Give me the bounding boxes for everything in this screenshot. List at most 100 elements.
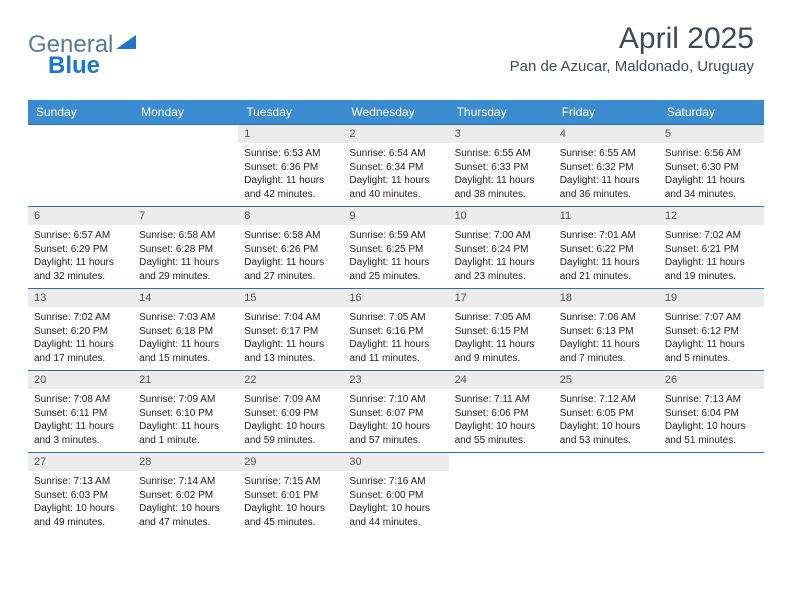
day-info: Sunrise: 7:13 AMSunset: 6:04 PMDaylight:… [659,389,764,451]
header: April 2025 Pan de Azucar, Maldonado, Uru… [510,22,754,75]
sunset-line: Sunset: 6:07 PM [349,408,423,419]
day-cell: 22Sunrise: 7:09 AMSunset: 6:09 PMDayligh… [238,370,343,452]
day-number: 9 [343,206,448,225]
daylight-line: Daylight: 11 hours and 36 minutes. [560,175,640,200]
day-cell: 10Sunrise: 7:00 AMSunset: 6:24 PMDayligh… [449,206,554,288]
day-cell: 14Sunrise: 7:03 AMSunset: 6:18 PMDayligh… [133,288,238,370]
daylight-line: Daylight: 11 hours and 27 minutes. [244,257,324,282]
calendar-row: 6Sunrise: 6:57 AMSunset: 6:29 PMDaylight… [28,206,764,288]
sunset-line: Sunset: 6:18 PM [139,326,213,337]
day-info: Sunrise: 6:59 AM Sunset: 6:25 PM Daylight:… [343,225,448,287]
sunrise-line: Sunrise: 7:05 AM [349,312,425,323]
sunrise-line: Sunrise: 7:14 AM [139,476,215,487]
sunrise-line: Sunrise: 7:13 AM [34,476,110,487]
day-info: Sunrise: 7:02 AMSunset: 6:20 PMDaylight:… [28,307,133,369]
daylight-line: Daylight: 11 hours and 7 minutes. [560,339,640,364]
day-info: Sunrise: 6:58 AMSunset: 6:28 PMDaylight:… [133,225,238,287]
sunset-line: Sunset: 6:02 PM [139,490,213,501]
logo-text-2: Blue [48,52,100,79]
day-cell: 28Sunrise: 7:14 AMSunset: 6:02 PMDayligh… [133,452,238,534]
sunrise-line: Sunrise: 7:09 AM [244,394,320,405]
sunrise-line: Sunrise: 7:08 AM [34,394,110,405]
day-number: 13 [28,288,133,307]
day-info: Sunrise: 7:09 AMSunset: 6:09 PMDaylight:… [238,389,343,451]
day-number [449,452,554,471]
sunrise-line: Sunrise: 7:12 AM [560,394,636,405]
day-cell: 13Sunrise: 7:02 AMSunset: 6:20 PMDayligh… [28,288,133,370]
column-header: Saturday [659,100,764,124]
sunset-line: Sunset: 6:03 PM [34,490,108,501]
day-number: 7 [133,206,238,225]
day-info: Sunrise: 7:10 AMSunset: 6:07 PMDaylight:… [343,389,448,451]
day-cell: 1Sunrise: 6:53 AMSunset: 6:36 PMDaylight… [238,124,343,206]
sunset-line: Sunset: 6:30 PM [665,162,739,173]
day-number: 6 [28,206,133,225]
day-info: Sunrise: 6:55 AMSunset: 6:32 PMDaylight:… [554,143,659,205]
sunset-line: Sunset: 6:20 PM [34,326,108,337]
day-number [133,124,238,143]
sunrise-line: Sunrise: 6:58 AM [244,230,320,241]
day-number [554,452,659,471]
day-number: 22 [238,370,343,389]
sunrise-line: Sunrise: 6:54 AM [349,148,425,159]
daylight-line: Daylight: 11 hours and 25 minutes. [349,257,429,282]
day-number: 10 [449,206,554,225]
daylight-line: Daylight: 11 hours and 34 minutes. [665,175,745,200]
sunset-line: Sunset: 6:29 PM [34,244,108,255]
sunrise-line: Sunrise: 6:56 AM [665,148,741,159]
sunset-line: Sunset: 6:28 PM [139,244,213,255]
day-cell: 21Sunrise: 7:09 AMSunset: 6:10 PMDayligh… [133,370,238,452]
sunrise-line: Sunrise: 6:53 AM [244,148,320,159]
daylight-line: Daylight: 10 hours and 59 minutes. [244,421,325,446]
sunrise-line: Sunrise: 7:11 AM [455,394,530,405]
sunrise-line: Sunrise: 6:59 AM [349,230,425,241]
day-number: 1 [238,124,343,143]
empty-cell [133,124,238,206]
day-number: 2 [343,124,448,143]
daylight-line: Daylight: 10 hours and 44 minutes. [349,503,430,528]
sunrise-line: Sunrise: 7:07 AM [665,312,741,323]
day-number: 11 [554,206,659,225]
day-cell: 24Sunrise: 7:11 AMSunset: 6:06 PMDayligh… [449,370,554,452]
day-info: Sunrise: 7:04 AMSunset: 6:17 PMDaylight:… [238,307,343,369]
day-info: Sunrise: 7:14 AMSunset: 6:02 PMDaylight:… [133,471,238,533]
day-cell: 9 Sunrise: 6:59 AM Sunset: 6:25 PM Daylight… [343,206,448,288]
day-info: Sunrise: 7:07 AMSunset: 6:12 PMDaylight:… [659,307,764,369]
column-header: Sunday [28,100,133,124]
sunrise-line: Sunrise: 7:03 AM [139,312,215,323]
day-info: Sunrise: 7:09 AMSunset: 6:10 PMDaylight:… [133,389,238,451]
daylight-line: Daylight: 11 hours and 21 minutes. [560,257,640,282]
daylight-line: Daylight: 11 hours and 42 minutes. [244,175,324,200]
sunset-line: Sunset: 6:21 PM [665,244,739,255]
sunset-line: Sunset: 6:24 PM [455,244,529,255]
day-number: 17 [449,288,554,307]
sunrise-line: Sunrise: 7:06 AM [560,312,636,323]
day-cell: 11Sunrise: 7:01 AMSunset: 6:22 PMDayligh… [554,206,659,288]
sunrise-line: Sunrise: 7:02 AM [34,312,110,323]
logo-triangle-icon [116,28,136,56]
calendar-row: 1Sunrise: 6:53 AMSunset: 6:36 PMDaylight… [28,124,764,206]
day-cell: 3Sunrise: 6:55 AMSunset: 6:33 PMDaylight… [449,124,554,206]
sunset-line: Sunset: 6:25 PM [349,244,423,255]
daylight-line: Daylight: 10 hours and 55 minutes. [455,421,536,446]
day-info: Sunrise: 7:16 AMSunset: 6:00 PMDaylight:… [343,471,448,533]
day-info: Sunrise: 6:57 AMSunset: 6:29 PMDaylight:… [28,225,133,287]
day-cell: 12Sunrise: 7:02 AMSunset: 6:21 PMDayligh… [659,206,764,288]
day-number: 29 [238,452,343,471]
sunset-line: Sunset: 6:10 PM [139,408,213,419]
day-info: Sunrise: 7:00 AMSunset: 6:24 PMDaylight:… [449,225,554,287]
day-number [28,124,133,143]
day-cell: 6Sunrise: 6:57 AMSunset: 6:29 PMDaylight… [28,206,133,288]
sunset-line: Sunset: 6:26 PM [244,244,318,255]
day-info: Sunrise: 7:01 AMSunset: 6:22 PMDaylight:… [554,225,659,287]
day-info: Sunrise: 6:54 AMSunset: 6:34 PMDaylight:… [343,143,448,205]
daylight-line: Daylight: 11 hours and 1 minute. [139,421,219,446]
sunrise-line: Sunrise: 7:04 AM [244,312,320,323]
page-title: April 2025 [510,22,754,56]
sunrise-line: Sunrise: 6:55 AM [560,148,636,159]
page-subtitle: Pan de Azucar, Maldonado, Uruguay [510,58,754,75]
daylight-line: Daylight: 11 hours and 29 minutes. [139,257,219,282]
day-cell: 17Sunrise: 7:05 AMSunset: 6:15 PMDayligh… [449,288,554,370]
day-number: 23 [343,370,448,389]
daylight-line: Daylight: 11 hours and 38 minutes. [455,175,535,200]
